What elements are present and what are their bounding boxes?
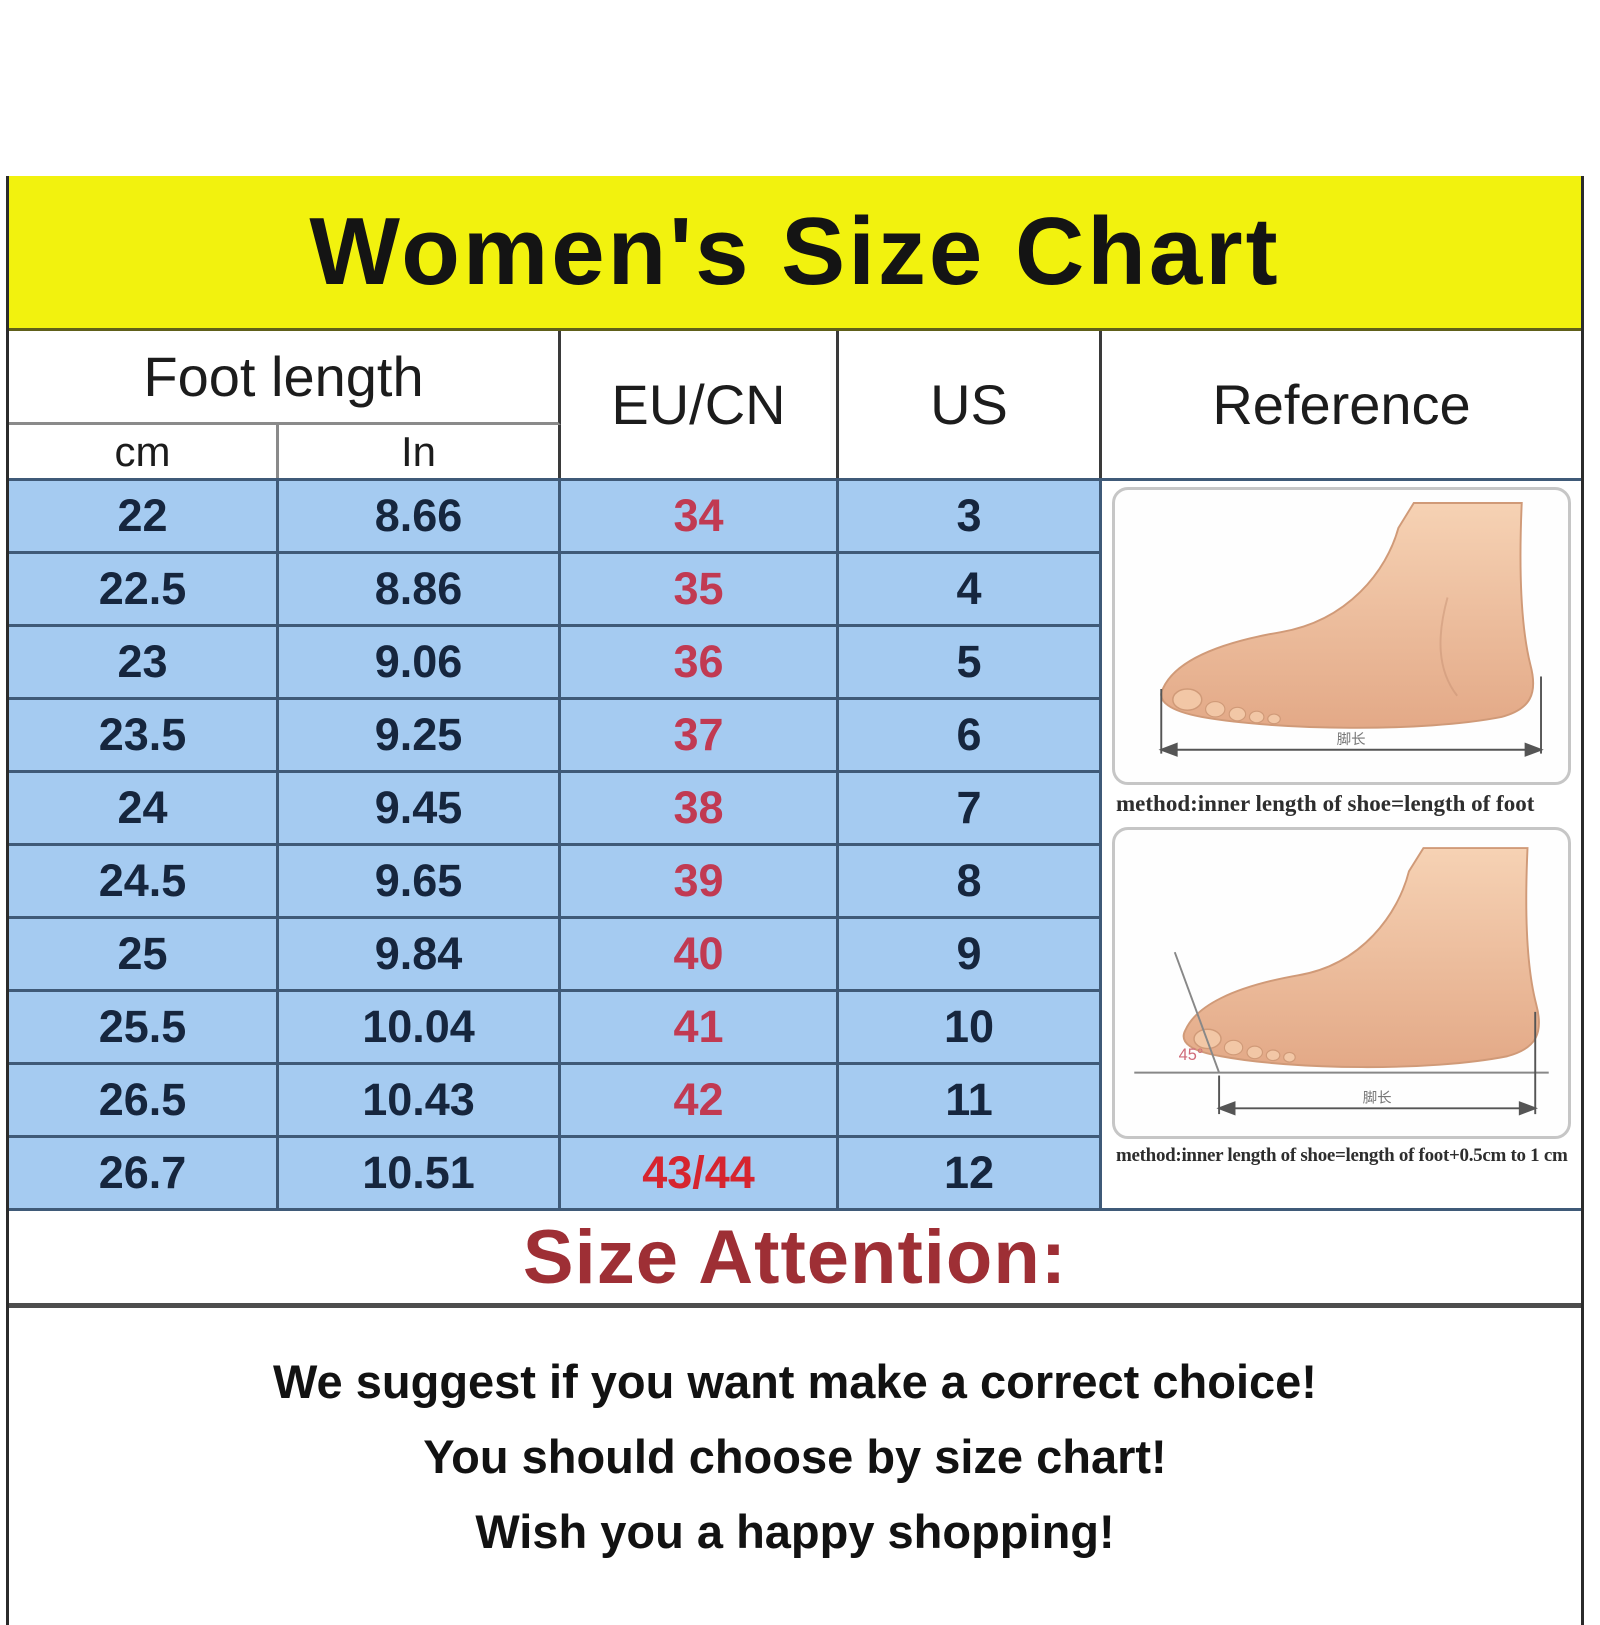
table-cell-eu: 36 xyxy=(561,627,839,700)
foot-side-view-illustration: 45° 脚长 xyxy=(1134,847,1549,1116)
table-cell-eu: 39 xyxy=(561,846,839,919)
table-cell-cm: 23.5 xyxy=(9,700,279,773)
table-cell-eu: 40 xyxy=(561,919,839,992)
size-attention-band: Size Attention: xyxy=(9,1211,1581,1303)
suggestion-text-block: We suggest if you want make a correct ch… xyxy=(9,1308,1581,1625)
table-cell-us: 7 xyxy=(839,773,1102,846)
table-cell-cm: 24 xyxy=(9,773,279,846)
column-header-us: US xyxy=(839,331,1102,478)
size-table-body: 脚长 method:inner length of shoe=length of… xyxy=(9,481,1581,1211)
table-cell-us: 3 xyxy=(839,481,1102,554)
table-cell-cm: 26.5 xyxy=(9,1065,279,1138)
angle-guide-lines xyxy=(1134,951,1549,1074)
reference-caption-1: method:inner length of shoe=length of fo… xyxy=(1116,791,1535,816)
table-cell-in: 9.06 xyxy=(279,627,561,700)
reference-caption-2: method:inner length of shoe=length of fo… xyxy=(1116,1145,1568,1166)
size-attention-heading: Size Attention: xyxy=(522,1214,1068,1300)
table-cell-cm: 22 xyxy=(9,481,279,554)
table-cell-eu: 35 xyxy=(561,554,839,627)
table-cell-us: 5 xyxy=(839,627,1102,700)
table-cell-eu: 34 xyxy=(561,481,839,554)
reference-column: 脚长 method:inner length of shoe=length of… xyxy=(1102,481,1581,1211)
table-cell-cm: 22.5 xyxy=(9,554,279,627)
table-cell-in: 10.43 xyxy=(279,1065,561,1138)
table-cell-us: 6 xyxy=(839,700,1102,773)
size-chart-sheet: Women's Size Chart Foot length cm In EU/… xyxy=(6,176,1584,1625)
table-cell-eu: 41 xyxy=(561,992,839,1065)
table-cell-cm: 25.5 xyxy=(9,992,279,1065)
table-cell-cm: 25 xyxy=(9,919,279,992)
angle-label: 45° xyxy=(1179,1046,1204,1064)
table-cell-cm: 24.5 xyxy=(9,846,279,919)
foot-length-measure-label: 脚长 xyxy=(1337,731,1366,748)
foot-measure-figure-2: 45° 脚长 xyxy=(1112,827,1571,1139)
measurement-arrow-line xyxy=(1216,1011,1538,1116)
table-cell-in: 8.86 xyxy=(279,554,561,627)
table-cell-in: 9.25 xyxy=(279,700,561,773)
table-cell-cm: 23 xyxy=(9,627,279,700)
table-cell-in: 10.51 xyxy=(279,1138,561,1211)
page-title: Women's Size Chart xyxy=(309,198,1281,305)
table-cell-eu: 42 xyxy=(561,1065,839,1138)
table-cell-us: 10 xyxy=(839,992,1102,1065)
table-cell-in: 10.04 xyxy=(279,992,561,1065)
column-header-cm: cm xyxy=(9,425,279,478)
table-cell-in: 9.84 xyxy=(279,919,561,992)
table-cell-eu: 43/44 xyxy=(561,1138,839,1211)
suggestion-line: Wish you a happy shopping! xyxy=(475,1505,1115,1558)
suggestion-line: We suggest if you want make a correct ch… xyxy=(273,1355,1317,1408)
suggestion-line: You should choose by size chart! xyxy=(423,1430,1167,1483)
table-cell-us: 12 xyxy=(839,1138,1102,1211)
column-header-foot-length: Foot length xyxy=(9,331,561,425)
measurement-arrow-line xyxy=(1158,676,1544,757)
table-cell-in: 9.45 xyxy=(279,773,561,846)
table-cell-in: 8.66 xyxy=(279,481,561,554)
foot-side-view-illustration: 脚长 xyxy=(1158,502,1544,757)
horizontal-divider xyxy=(9,1303,1581,1308)
table-cell-us: 8 xyxy=(839,846,1102,919)
table-cell-cm: 26.7 xyxy=(9,1138,279,1211)
table-cell-us: 4 xyxy=(839,554,1102,627)
title-banner: Women's Size Chart xyxy=(9,176,1581,331)
column-header-eu-cn: EU/CN xyxy=(561,331,839,478)
column-header-inch: In xyxy=(279,425,561,478)
table-header-row: Foot length cm In EU/CN US Reference xyxy=(9,331,1581,481)
table-cell-us: 11 xyxy=(839,1065,1102,1138)
column-header-reference: Reference xyxy=(1212,373,1471,436)
table-cell-in: 9.65 xyxy=(279,846,561,919)
foot-length-measure-label: 脚长 xyxy=(1363,1090,1392,1107)
table-cell-eu: 38 xyxy=(561,773,839,846)
table-cell-eu: 37 xyxy=(561,700,839,773)
table-cell-us: 9 xyxy=(839,919,1102,992)
foot-measure-figure-1: 脚长 xyxy=(1112,487,1571,785)
